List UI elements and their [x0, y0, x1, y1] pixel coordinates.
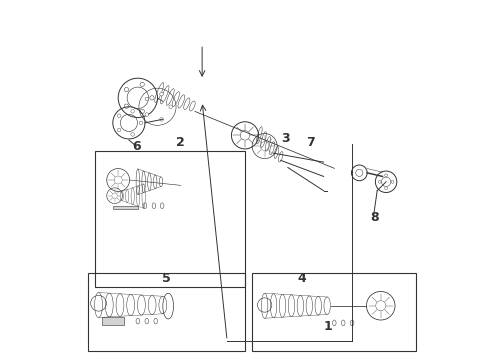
Bar	[252, 273, 416, 351]
Circle shape	[124, 87, 128, 92]
Circle shape	[131, 132, 134, 136]
Text: 2: 2	[176, 136, 185, 149]
Circle shape	[378, 180, 381, 183]
Bar	[113, 206, 138, 208]
Circle shape	[131, 109, 134, 113]
Circle shape	[139, 121, 143, 125]
Bar	[95, 152, 245, 287]
Circle shape	[145, 97, 148, 101]
Text: 8: 8	[371, 211, 379, 224]
Circle shape	[140, 82, 145, 86]
Circle shape	[169, 105, 172, 109]
Bar	[102, 317, 123, 325]
Text: 1: 1	[323, 320, 332, 333]
Circle shape	[391, 180, 394, 183]
Text: 6: 6	[132, 140, 141, 153]
Circle shape	[145, 113, 148, 116]
Bar	[88, 273, 245, 351]
Text: 5: 5	[162, 272, 171, 285]
Circle shape	[117, 114, 121, 117]
Circle shape	[140, 109, 145, 113]
Text: 4: 4	[298, 272, 307, 285]
Circle shape	[385, 187, 388, 190]
Circle shape	[117, 128, 121, 132]
Circle shape	[385, 174, 388, 177]
Text: 3: 3	[281, 132, 290, 145]
Circle shape	[160, 118, 163, 121]
Circle shape	[160, 93, 163, 96]
Circle shape	[150, 96, 154, 100]
Circle shape	[124, 104, 128, 108]
Text: 7: 7	[306, 136, 315, 149]
